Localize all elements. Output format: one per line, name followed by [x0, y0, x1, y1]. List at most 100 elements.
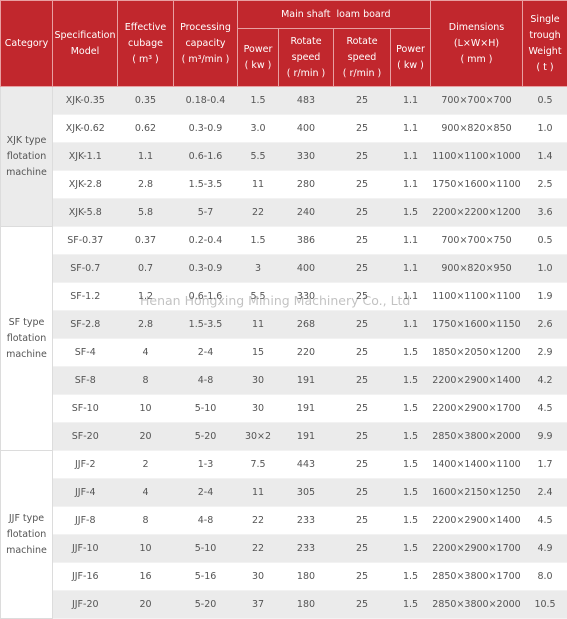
category-cell: SF type flotation machine	[1, 227, 53, 451]
table-cell: 9.9	[523, 423, 567, 451]
table-cell: 1.5	[238, 227, 279, 255]
table-cell: 1100×1100×1100	[431, 283, 523, 311]
table-cell: 5-16	[174, 563, 238, 591]
table-cell: 900×820×950	[431, 255, 523, 283]
table-cell: 1.1	[391, 87, 431, 115]
category-text: flotation	[7, 333, 47, 344]
table-cell: 2850×3800×1700	[431, 563, 523, 591]
category-text: flotation	[7, 151, 47, 162]
table-cell: 10	[118, 395, 174, 423]
table-cell: 22	[238, 535, 279, 563]
table-cell: 1.5-3.5	[174, 311, 238, 339]
table-cell: 8	[118, 507, 174, 535]
table-cell: 11	[238, 311, 279, 339]
table-cell: SF-2.8	[53, 311, 118, 339]
header-text: Effective	[125, 22, 166, 33]
table-cell: 0.62	[118, 115, 174, 143]
table-cell: 2.8	[118, 171, 174, 199]
table-cell: 16	[118, 563, 174, 591]
table-cell: 330	[279, 143, 334, 171]
table-cell: 2.8	[118, 311, 174, 339]
table-cell: 1.9	[523, 283, 567, 311]
table-cell: 443	[279, 451, 334, 479]
table-cell: 4.2	[523, 367, 567, 395]
table-cell: 25	[334, 395, 391, 423]
table-cell: 25	[334, 451, 391, 479]
header-cell: Main shaft	[238, 1, 334, 29]
table-cell: 2-4	[174, 479, 238, 507]
header-text: Rotate	[346, 36, 377, 47]
category-text: XJK type	[7, 135, 47, 146]
table-cell: 0.18-0.4	[174, 87, 238, 115]
header-cell: Power( kw )	[238, 29, 279, 87]
table-cell: XJK-2.8	[53, 171, 118, 199]
table-cell: 2200×2900×1700	[431, 535, 523, 563]
table-cell: 1.5	[391, 339, 431, 367]
table-cell: 1.1	[391, 171, 431, 199]
table-cell: 37	[238, 591, 279, 619]
table-cell: 1.5	[391, 479, 431, 507]
table-cell: 5-7	[174, 199, 238, 227]
table-cell: 3.0	[238, 115, 279, 143]
table-cell: 180	[279, 563, 334, 591]
table-cell: 5-10	[174, 535, 238, 563]
category-text: machine	[6, 349, 47, 360]
table-cell: 22	[238, 199, 279, 227]
table-cell: 7.5	[238, 451, 279, 479]
table-cell: 1.4	[523, 143, 567, 171]
header-text: ( kw )	[397, 60, 424, 71]
header-cell: Category	[1, 1, 53, 87]
header-text: Specification	[55, 30, 116, 41]
category-text: machine	[6, 545, 47, 556]
table-cell: 25	[334, 255, 391, 283]
table-cell: 1600×2150×1250	[431, 479, 523, 507]
table-cell: 1.0	[523, 115, 567, 143]
header-text: speed	[292, 52, 321, 63]
category-text: SF type	[9, 317, 45, 328]
table-cell: 11	[238, 479, 279, 507]
table-cell: 1400×1400×1100	[431, 451, 523, 479]
table-cell: 400	[279, 115, 334, 143]
table-cell: 10	[118, 535, 174, 563]
table-cell: 1100×1100×1000	[431, 143, 523, 171]
header-text: Processing	[180, 22, 231, 33]
table-cell: 25	[334, 423, 391, 451]
table-cell: 4.5	[523, 507, 567, 535]
table-cell: 1.5	[391, 507, 431, 535]
table-cell: XJK-1.1	[53, 143, 118, 171]
header-text: ( t )	[536, 62, 553, 73]
table-cell: 305	[279, 479, 334, 507]
table-cell: 5-10	[174, 395, 238, 423]
table-cell: 25	[334, 143, 391, 171]
table-cell: SF-0.37	[53, 227, 118, 255]
table-cell: 191	[279, 423, 334, 451]
table-cell: 1.1	[391, 227, 431, 255]
header-text: Weight	[528, 46, 561, 57]
table-cell: 25	[334, 311, 391, 339]
table-cell: 4-8	[174, 367, 238, 395]
table-cell: 233	[279, 535, 334, 563]
table-cell: 5.5	[238, 143, 279, 171]
table-cell: 8	[118, 367, 174, 395]
watermark: Henan Hongxing Mining Machinery Co., Ltd	[140, 293, 410, 308]
header-text: Category	[5, 38, 48, 49]
table-cell: 2200×2900×1700	[431, 395, 523, 423]
table-cell: 220	[279, 339, 334, 367]
table-cell: 10.5	[523, 591, 567, 619]
table-cell: 240	[279, 199, 334, 227]
table-cell: 4	[118, 479, 174, 507]
header-text: trough	[529, 30, 560, 41]
table-cell: 2.6	[523, 311, 567, 339]
